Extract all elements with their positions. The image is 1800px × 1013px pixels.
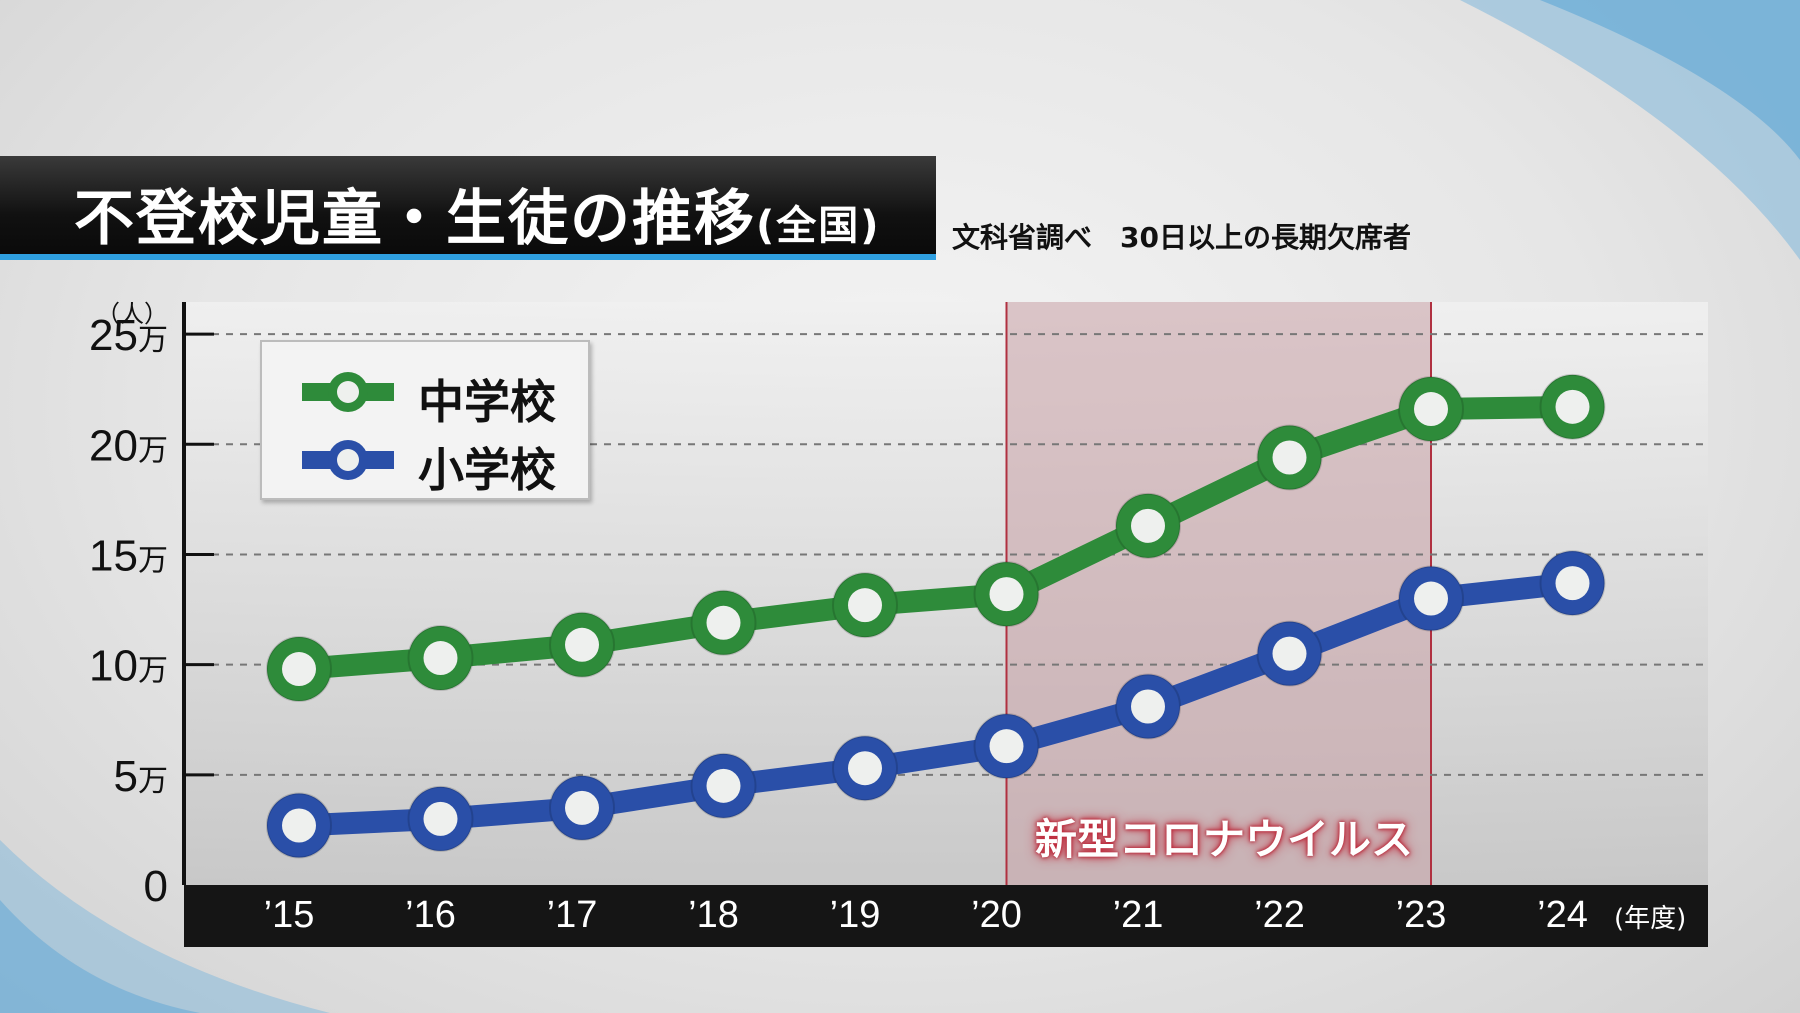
legend-item-elementary: 小学校 [298, 430, 578, 497]
data-point-center-junior_high [1414, 392, 1448, 427]
x-tick-label: ’17 [547, 894, 598, 936]
x-tick-label: ’21 [1113, 894, 1164, 936]
y-tick-label: 15万 [89, 531, 168, 580]
data-point-center-elementary [1131, 689, 1165, 724]
legend: 中学校 小学校 [260, 340, 590, 500]
data-point-center-junior_high [1131, 508, 1165, 543]
x-axis-bar [184, 885, 1708, 947]
x-tick-label: ’23 [1396, 894, 1447, 936]
x-tick-label: ’22 [1254, 894, 1305, 936]
series-line-junior_high [288, 395, 1584, 681]
data-point-center-junior_high [989, 577, 1024, 612]
data-point-center-elementary [1414, 581, 1448, 616]
covid-highlight-label: 新型コロナウイルス [1035, 815, 1414, 864]
legend-item-junior-high: 中学校 [298, 362, 578, 429]
legend-marker-elementary [302, 440, 394, 480]
data-point-center-junior_high [848, 588, 882, 623]
data-point-center-junior_high [282, 652, 316, 687]
title-bar: 不登校児童・生徒の推移(全国) [0, 156, 936, 260]
series-line-elementary [288, 572, 1584, 837]
data-point-center-elementary [848, 751, 882, 786]
x-tick-label: ’16 [405, 894, 456, 936]
data-point-center-elementary [423, 801, 458, 836]
x-tick-label: ’24 [1537, 894, 1588, 936]
x-axis-unit: (年度) [1614, 904, 1687, 934]
data-point-center-junior_high [423, 641, 458, 676]
y-tick-label: 10万 [89, 642, 168, 691]
data-point-center-elementary [1272, 636, 1307, 671]
data-point-center-elementary [282, 808, 316, 843]
covid-highlight-band [1006, 302, 1431, 885]
x-tick-label: ’18 [688, 894, 739, 936]
data-point-center-elementary [989, 729, 1024, 764]
data-point-center-elementary [565, 790, 599, 825]
data-point-center-junior_high [565, 627, 599, 662]
data-point-center-elementary [706, 768, 741, 803]
chart-title: 不登校児童・生徒の推移(全国) [74, 184, 881, 254]
y-tick-label: 20万 [89, 421, 168, 470]
legend-marker-junior-high [302, 372, 394, 412]
y-tick-label: 0 [144, 862, 168, 911]
data-point-center-junior_high [1555, 389, 1590, 424]
data-point-center-junior_high [706, 605, 741, 640]
x-tick-label: ’20 [971, 894, 1022, 936]
data-point-center-junior_high [1272, 440, 1307, 475]
chart-subtitle: (全国) [756, 203, 881, 249]
x-tick-label: ’19 [830, 894, 881, 936]
legend-label-junior-high: 中学校 [418, 375, 556, 429]
y-tick-label: 5万 [114, 752, 168, 801]
y-tick-label: 25万 [89, 311, 168, 360]
source-note: 文科省調べ 30日以上の長期欠席者 [952, 221, 1411, 254]
legend-label-elementary: 小学校 [418, 443, 556, 497]
y-axis-unit: （人） [96, 300, 168, 328]
x-tick-label: ’15 [264, 894, 315, 936]
data-point-center-elementary [1555, 566, 1590, 601]
